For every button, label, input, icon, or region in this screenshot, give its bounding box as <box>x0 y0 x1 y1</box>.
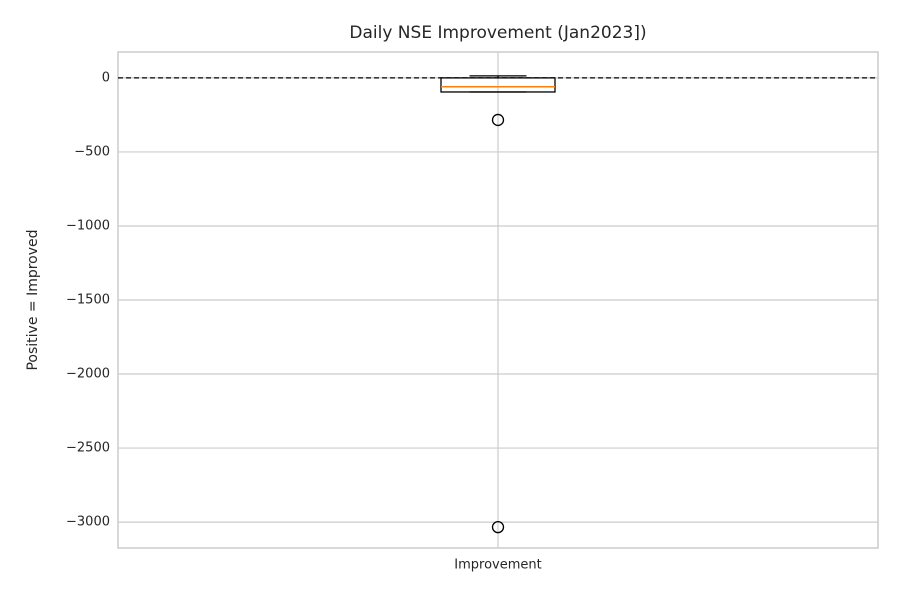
outlier <box>491 520 505 534</box>
plot-frame <box>117 51 879 549</box>
chart-title: Daily NSE Improvement (Jan2023]) <box>349 23 646 43</box>
y-tick-label: 0 <box>102 70 110 85</box>
y-axis-label: Positive = Improved <box>25 229 41 370</box>
y-tick-label: −1500 <box>66 293 110 308</box>
y-tick-label: −500 <box>74 144 110 159</box>
y-tick-label: −1000 <box>66 218 110 233</box>
x-tick-label: Improvement <box>454 558 541 573</box>
y-tick-label: −3000 <box>66 515 110 530</box>
outlier <box>491 113 505 127</box>
y-tick-label: −2500 <box>66 441 110 456</box>
box <box>440 77 556 93</box>
y-tick-label: −2000 <box>66 367 110 382</box>
